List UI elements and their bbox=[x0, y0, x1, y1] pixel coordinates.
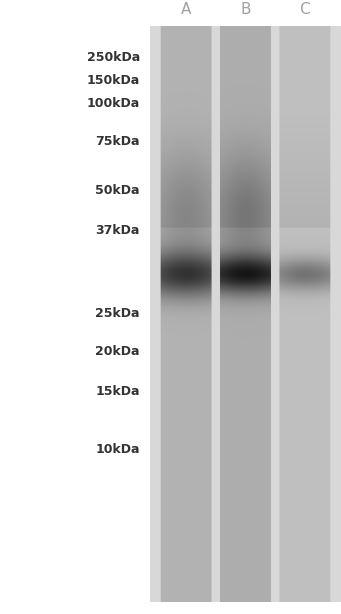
Text: 15kDa: 15kDa bbox=[95, 385, 140, 398]
Text: 10kDa: 10kDa bbox=[95, 443, 140, 456]
Text: B: B bbox=[240, 2, 251, 17]
Text: 20kDa: 20kDa bbox=[95, 345, 140, 358]
Text: C: C bbox=[300, 2, 310, 17]
Text: A: A bbox=[181, 2, 191, 17]
Text: 100kDa: 100kDa bbox=[87, 98, 140, 111]
Text: 250kDa: 250kDa bbox=[87, 51, 140, 64]
Text: 37kDa: 37kDa bbox=[95, 224, 140, 237]
Text: 25kDa: 25kDa bbox=[95, 308, 140, 321]
Text: 75kDa: 75kDa bbox=[95, 134, 140, 148]
Text: 150kDa: 150kDa bbox=[87, 74, 140, 87]
Text: 50kDa: 50kDa bbox=[95, 184, 140, 196]
